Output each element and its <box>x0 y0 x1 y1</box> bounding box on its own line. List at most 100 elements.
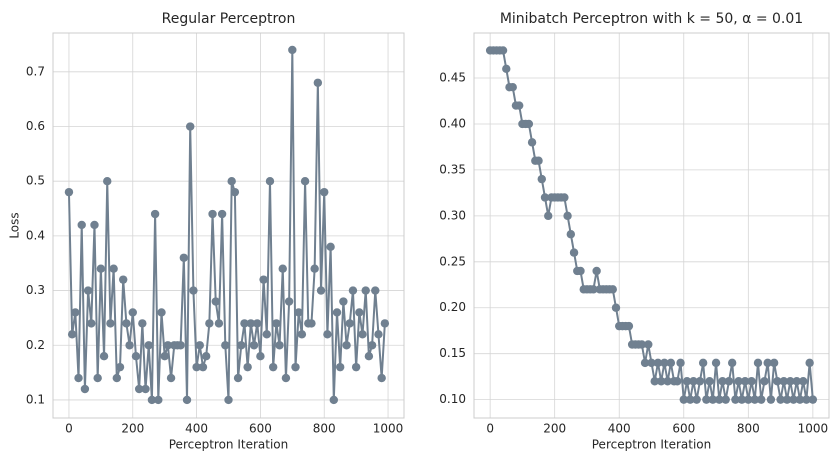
data-point <box>769 358 779 368</box>
data-point <box>83 286 93 295</box>
data-point <box>724 377 734 386</box>
data-point <box>128 308 137 317</box>
data-point <box>125 341 134 350</box>
data-point <box>361 286 370 295</box>
data-point <box>380 319 390 328</box>
data-point <box>230 187 240 197</box>
data-point <box>348 286 358 295</box>
y-tick-label: 0.25 <box>439 254 466 268</box>
data-point <box>294 308 303 317</box>
data-point <box>64 187 74 197</box>
data-point <box>740 377 750 386</box>
data-point <box>205 319 214 328</box>
data-point <box>253 319 262 328</box>
data-point <box>721 395 730 404</box>
data-point <box>744 395 753 404</box>
x-tick-label: 0 <box>65 422 73 436</box>
data-point <box>773 377 782 386</box>
x-tick-label: 400 <box>608 422 631 436</box>
data-line <box>67 49 386 401</box>
data-point <box>351 362 361 372</box>
data-point <box>750 395 759 404</box>
data-point <box>355 308 364 317</box>
data-point <box>198 362 208 372</box>
data-point <box>802 395 811 404</box>
data-point <box>67 330 77 339</box>
data-point <box>214 319 224 328</box>
data-point <box>566 230 576 239</box>
data-point <box>727 358 737 368</box>
data-point <box>708 395 718 404</box>
x-tick-label: 800 <box>313 422 336 436</box>
data-point <box>371 286 380 295</box>
data-point <box>656 377 666 386</box>
data-point <box>747 377 756 386</box>
data-point <box>115 362 125 372</box>
data-point <box>339 297 348 306</box>
data-point <box>763 358 772 368</box>
data-point <box>524 119 534 129</box>
data-point <box>90 220 99 230</box>
y-tick-label: 0.10 <box>439 392 466 406</box>
data-point <box>154 395 163 405</box>
data-point <box>297 330 307 339</box>
data-point <box>663 377 672 386</box>
y-tick-label: 0.5 <box>26 174 45 188</box>
data-point <box>795 395 805 404</box>
data-point <box>753 358 763 368</box>
data-point <box>217 209 227 219</box>
data-point <box>243 362 252 372</box>
data-point <box>262 330 271 339</box>
x-tick-label: 0 <box>486 422 494 436</box>
data-point <box>256 352 265 361</box>
data-point <box>106 319 115 328</box>
data-point <box>592 266 601 276</box>
data-point <box>329 395 338 405</box>
data-point <box>157 308 166 317</box>
data-point <box>259 275 268 284</box>
data-point <box>93 373 102 383</box>
y-tick-label: 0.15 <box>439 346 466 360</box>
data-point <box>316 286 326 295</box>
data-point <box>313 78 323 87</box>
data-point <box>96 264 106 273</box>
y-tick-label: 0.35 <box>439 162 466 176</box>
data-point <box>514 101 524 110</box>
data-point <box>87 319 96 328</box>
data-point <box>563 211 572 221</box>
data-point <box>342 341 351 350</box>
y-tick-label: 0.30 <box>439 208 466 222</box>
data-point <box>233 373 243 383</box>
data-point <box>163 341 173 350</box>
y-tick-label: 0.2 <box>26 338 45 352</box>
chart-title: Regular Perceptron <box>162 11 296 27</box>
x-tick-label: 600 <box>672 422 695 436</box>
data-point <box>138 319 147 328</box>
data-point <box>374 330 383 339</box>
data-point <box>201 352 211 361</box>
data-point <box>798 377 808 386</box>
data-point <box>782 395 792 404</box>
data-point <box>711 358 721 368</box>
data-point <box>527 138 537 147</box>
data-point <box>776 395 785 404</box>
data-point <box>268 362 278 372</box>
data-point <box>211 297 220 306</box>
data-point <box>698 358 708 368</box>
data-point <box>534 156 543 165</box>
data-point <box>227 177 236 186</box>
data-point <box>310 264 319 273</box>
data-point <box>237 341 246 350</box>
data-point <box>147 395 157 405</box>
data-point <box>182 395 192 405</box>
y-tick-label: 0.40 <box>439 116 466 130</box>
data-point <box>689 377 698 386</box>
data-point <box>644 340 653 349</box>
data-point <box>737 395 747 404</box>
data-point <box>715 395 724 404</box>
data-point <box>192 362 201 372</box>
data-point <box>589 285 598 294</box>
data-point <box>779 377 789 386</box>
data-point <box>246 319 256 328</box>
y-tick-label: 0.45 <box>439 71 466 85</box>
